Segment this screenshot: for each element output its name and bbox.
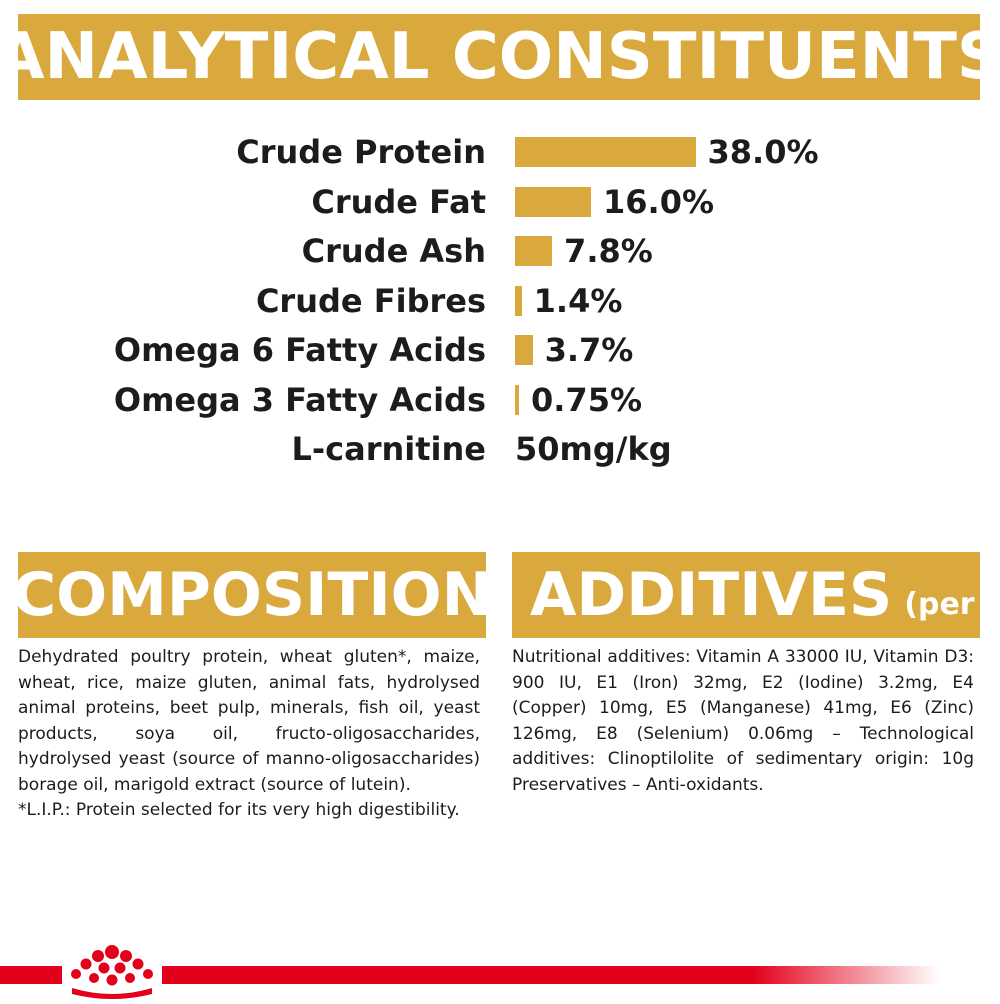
crown-dot (106, 974, 118, 986)
crown-dot (125, 973, 135, 983)
constituent-value: 50mg/kg (515, 430, 672, 468)
constituent-label: Crude Fat (311, 182, 486, 221)
analytical-constituents-header: ANALYTICAL CONSTITUENTS (18, 14, 980, 100)
constituent-value: 3.7% (544, 331, 634, 369)
constituents-list: Crude Protein 38.0% Crude Fat 16.0% Crude As… (0, 128, 1000, 475)
constituent-row: Crude Ash 7.8% (0, 227, 1000, 277)
constituent-row: Crude Fat 16.0% (0, 178, 1000, 228)
composition-footnote: *L.I.P.: Protein selected for its very h… (18, 800, 460, 820)
constituent-label: Omega 6 Fatty Acids (113, 331, 486, 369)
constituent-row: Omega 3 Fatty Acids 0.75% (0, 376, 1000, 426)
composition-header: COMPOSITION (18, 552, 486, 638)
additives-subtitle: (per kg) (904, 586, 980, 622)
crown-dot (92, 950, 104, 962)
crown-dot (105, 945, 119, 959)
crown-dot (114, 962, 126, 974)
analytical-constituents-title: ANALYTICAL CONSTITUENTS (18, 20, 980, 94)
footer-red-stripe (0, 966, 940, 984)
constituent-row: L-carnitine 50mg/kg (0, 425, 1000, 475)
constituent-bar (515, 384, 519, 415)
constituent-row: Crude Fibres 1.4% (0, 277, 1000, 327)
crown-dot (120, 950, 132, 962)
constituent-label: Crude Ash (301, 232, 486, 270)
constituent-bar (515, 137, 696, 167)
constituent-value: 7.8% (564, 232, 653, 270)
composition-title: COMPOSITION (18, 560, 486, 630)
constituent-bar (515, 236, 553, 266)
additives-text: Nutritional additives: Vitamin A 33000 I… (512, 645, 974, 798)
constituent-bar (515, 186, 591, 217)
royal-crown-icon (62, 938, 162, 1000)
constituent-value: 1.4% (533, 281, 623, 320)
crown-dot (143, 969, 153, 979)
constituent-row: Omega 6 Fatty Acids 3.7% (0, 326, 1000, 376)
constituent-label: Crude Fibres (255, 281, 486, 320)
constituent-bar (515, 285, 522, 316)
composition-ingredients: Dehydrated poultry protein, wheat gluten… (18, 647, 480, 795)
additives-title: ADDITIVES (530, 560, 893, 630)
crown-dot (89, 973, 99, 983)
crown-dot (80, 958, 92, 970)
crown-dot (98, 962, 110, 974)
constituent-bar (515, 335, 533, 365)
constituent-label: L-carnitine (291, 430, 486, 468)
constituent-label: Crude Protein (236, 133, 486, 171)
additives-header: ADDITIVES (per kg) (512, 552, 980, 638)
constituent-value: 0.75% (531, 380, 643, 419)
constituent-value: 38.0% (707, 133, 819, 171)
constituent-value: 16.0% (603, 182, 715, 221)
constituent-label: Omega 3 Fatty Acids (113, 380, 486, 419)
crown-dot (132, 958, 144, 970)
composition-text: Dehydrated poultry protein, wheat gluten… (18, 645, 480, 824)
constituent-row: Crude Protein 38.0% (0, 128, 1000, 178)
crown-base (72, 988, 152, 999)
crown-dot (71, 969, 81, 979)
additives-details: Nutritional additives: Vitamin A 33000 I… (512, 647, 974, 795)
